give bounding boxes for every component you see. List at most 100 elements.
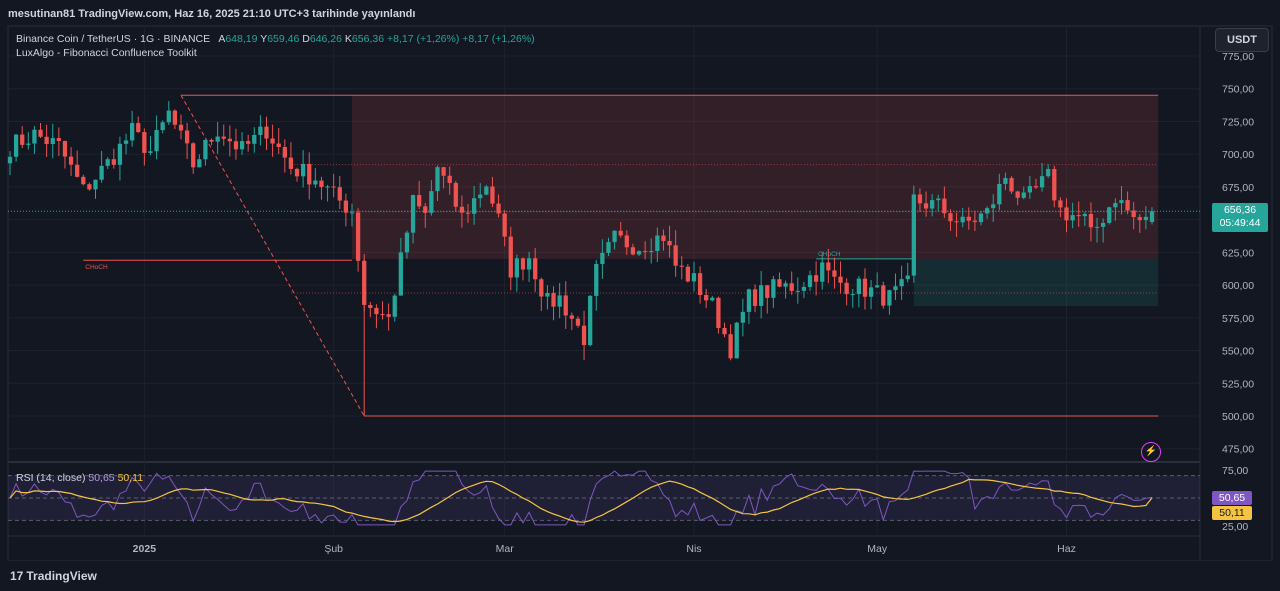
candle-body (1101, 222, 1106, 227)
candle-body (307, 163, 312, 185)
candle-body (142, 132, 147, 153)
candle-body (374, 307, 379, 315)
candle-body (838, 276, 843, 283)
candle-body (32, 129, 37, 144)
candle-body (826, 262, 831, 271)
candle-body (581, 325, 587, 346)
tradingview-logo[interactable]: 17 TradingView (10, 569, 97, 583)
candle-body (594, 263, 599, 296)
change-value: +8,17 (+1,26%) (386, 33, 460, 45)
candle-body (1137, 217, 1142, 221)
candle-body (997, 183, 1002, 205)
candle-body (178, 124, 184, 131)
candle-body (276, 143, 281, 148)
high-value: 659,46 (267, 33, 300, 45)
rsi-y-tick-label: 25,00 (1222, 521, 1248, 533)
published-info: mesutinan81 TradingView.com, Haz 16, 202… (8, 8, 416, 20)
candle-body (478, 194, 483, 199)
candle-body (966, 216, 971, 221)
y-tick-label: 775,00 (1222, 51, 1254, 63)
y-tick-label: 750,00 (1222, 84, 1254, 96)
candle-body (1009, 178, 1014, 192)
y-tick-label: 500,00 (1222, 411, 1254, 423)
candle-body (417, 195, 422, 207)
candle-body (1070, 215, 1075, 221)
candle-body (557, 295, 562, 307)
candle-body (832, 270, 837, 277)
indicator-legend[interactable]: LuxAlgo - Fibonacci Confluence Toolkit (16, 47, 197, 59)
candle-body (722, 327, 727, 335)
symbol-legend[interactable]: Binance Coin / TetherUS · 1G · BINANCE A… (16, 33, 535, 45)
symbol-name[interactable]: Binance Coin / TetherUS · 1G · BINANCE (16, 33, 211, 45)
candle-body (1094, 226, 1100, 228)
candle-body (765, 285, 770, 298)
candle-body (386, 314, 391, 317)
candle-body (423, 206, 428, 213)
candle-body (911, 194, 916, 276)
candle-body (991, 204, 996, 209)
chart-frame[interactable] (8, 26, 1272, 561)
candle-body (862, 278, 868, 297)
candle-body (75, 164, 80, 177)
candle-body (191, 143, 196, 168)
candle-body (1149, 211, 1155, 223)
candle-body (936, 198, 941, 201)
currency-button[interactable]: USDT (1215, 28, 1269, 52)
candle-body (600, 252, 605, 264)
candle-body (942, 198, 947, 214)
candle-body (899, 279, 904, 287)
y-tick-label: 625,00 (1222, 247, 1254, 259)
candle-body (355, 212, 361, 261)
candle-body (533, 258, 538, 280)
candle-body (917, 194, 923, 204)
candle-body (759, 285, 764, 306)
candle-body (893, 286, 898, 291)
candle-body (215, 136, 220, 142)
candle-body (368, 304, 373, 308)
candle-body (1003, 178, 1008, 184)
candle-body (710, 297, 715, 301)
candle-body (771, 279, 776, 298)
candle-body (1015, 191, 1020, 198)
candle-body (734, 322, 739, 359)
candle-body (1021, 192, 1026, 198)
candle-body (490, 186, 495, 204)
candle-body (343, 200, 349, 213)
candle-body (337, 187, 342, 201)
low-label: D (302, 33, 310, 45)
candle-body (459, 206, 465, 213)
lightning-icon[interactable]: ⚡ (1141, 442, 1161, 462)
last-price: 656,36 (1223, 204, 1257, 216)
candle-body (740, 311, 745, 323)
candle-body (172, 110, 178, 125)
candle-body (636, 251, 642, 255)
rsi-legend[interactable]: RSI (14, close) 50,65 50,11 (16, 472, 143, 484)
candle-body (728, 334, 733, 359)
y-tick-label: 550,00 (1222, 346, 1254, 358)
candle-body (300, 163, 306, 177)
candle-body (661, 235, 666, 241)
candle-body (795, 290, 800, 292)
candle-body (514, 258, 520, 278)
candle-body (81, 176, 86, 185)
candle-body (166, 110, 171, 123)
candle-body (746, 289, 752, 312)
candle-body (258, 126, 263, 135)
rsi-legend-label: RSI (14, close) (16, 472, 86, 484)
candle-body (1027, 186, 1032, 193)
candle-body (844, 282, 849, 295)
candle-body (563, 295, 568, 316)
candle-body (667, 240, 672, 246)
candle-body (551, 293, 556, 307)
candle-body (978, 213, 984, 223)
tradingview-logo-text: TradingView (26, 569, 97, 583)
candle-body (148, 151, 153, 153)
y-tick-label: 575,00 (1222, 313, 1254, 325)
candle-body (618, 230, 623, 236)
candle-body (484, 186, 489, 195)
tradingview-mark-icon: 17 (10, 569, 24, 583)
last-price-tag: 656,36 05:49:44 (1212, 203, 1268, 232)
candle-body (1143, 216, 1149, 221)
candle-body (233, 141, 239, 150)
